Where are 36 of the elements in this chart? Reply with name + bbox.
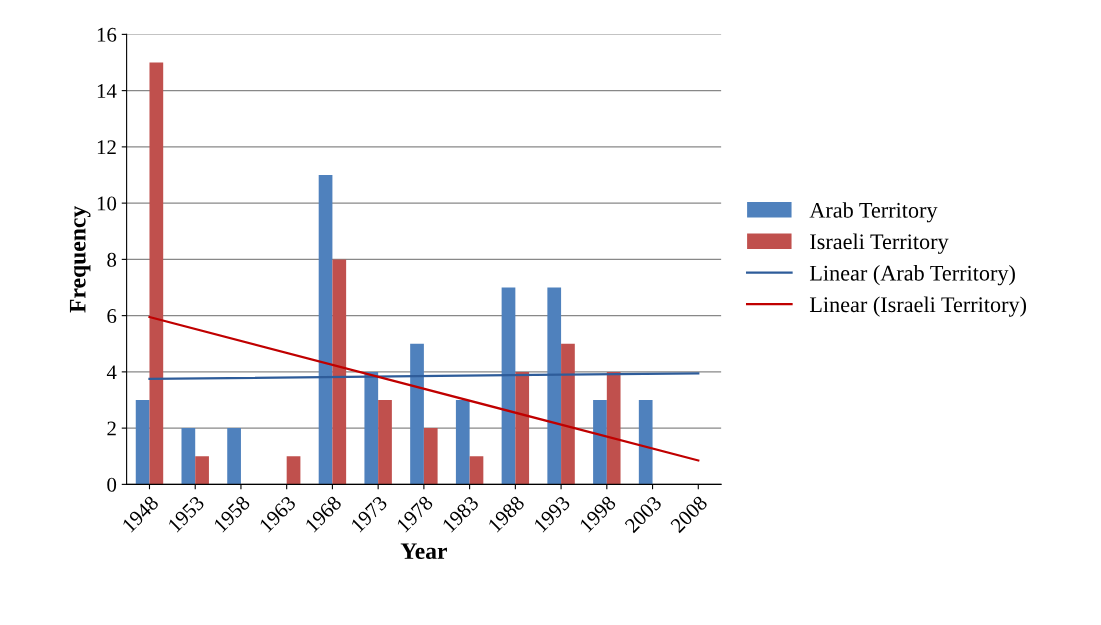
y-tick-label: 14 <box>97 84 117 98</box>
bar <box>181 428 196 485</box>
bar <box>135 400 150 485</box>
bar <box>593 400 607 485</box>
bar <box>318 175 333 485</box>
bar <box>501 287 516 485</box>
x-axis-title: Year <box>400 543 447 560</box>
bar <box>195 456 209 485</box>
bar <box>547 287 562 485</box>
y-tick-label: 4 <box>106 365 117 380</box>
legend-label: Arab Territory <box>809 202 938 223</box>
bar <box>455 400 470 485</box>
y-tick-label: 16 <box>97 27 117 42</box>
bar <box>410 343 424 485</box>
bar <box>561 343 575 485</box>
y-tick-label: 12 <box>97 140 116 155</box>
bar <box>423 428 438 485</box>
bar <box>332 259 347 485</box>
y-tick-label: 2 <box>107 421 116 436</box>
bar <box>638 400 653 485</box>
bar <box>364 371 379 485</box>
y-tick-label: 8 <box>107 252 117 267</box>
y-axis-title: Frequency <box>69 206 91 313</box>
bar <box>227 428 241 485</box>
legend-label: Israeli Territory <box>810 233 949 254</box>
y-tick-label: 10 <box>97 196 117 211</box>
bar <box>378 400 392 485</box>
y-tick-label: 6 <box>107 309 117 324</box>
bar <box>606 371 621 485</box>
legend-label: Linear (Arab Territory) <box>809 265 1015 286</box>
bar <box>149 62 164 485</box>
bar <box>469 456 484 485</box>
bar <box>286 456 301 485</box>
legend-label: Linear (Israeli Territory) <box>809 296 1027 317</box>
bar <box>515 371 530 485</box>
y-tick-label: 0 <box>107 477 117 492</box>
